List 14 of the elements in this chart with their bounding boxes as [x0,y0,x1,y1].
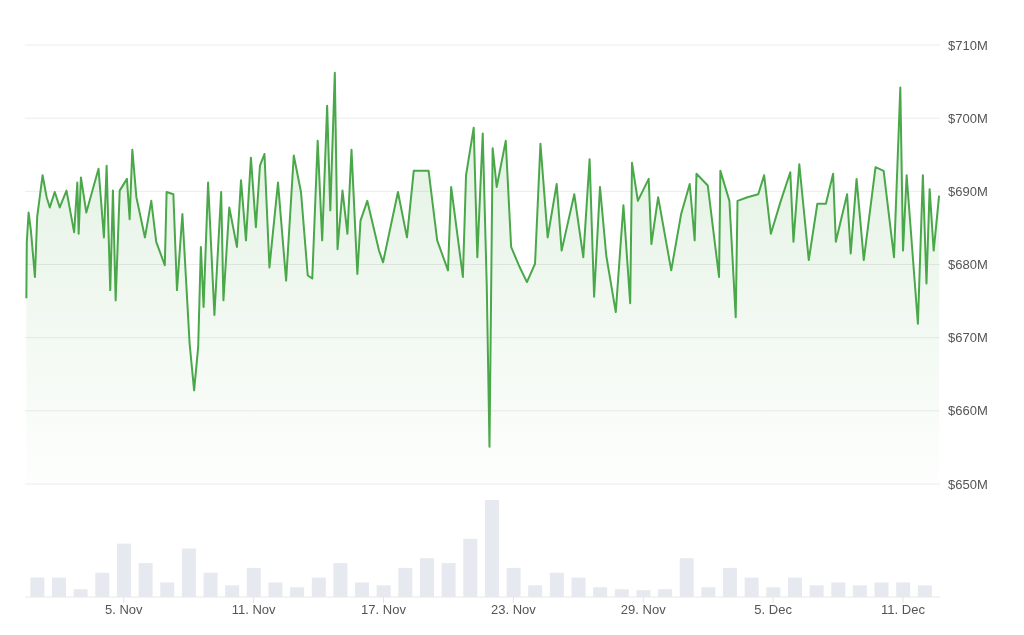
x-tick-label: 5. Nov [104,602,144,618]
x-tick-label: 29. Nov [620,602,667,618]
y-tick-label: $700M [948,110,988,126]
y-tick-label: $650M [948,476,988,492]
x-tick-label: 17. Nov [361,602,407,618]
y-tick-label: $680M [948,257,988,273]
y-tick-label: $670M [948,330,988,346]
y-tick-label: $690M [948,183,988,199]
x-tick-label: 11. Nov [231,602,277,618]
y-tick-label: $710M [948,37,988,53]
x-tick-label: 23. Nov [490,602,537,618]
x-tick-label: 5. Dec [754,602,793,618]
x-tick-label: 11. Dec [881,602,926,618]
y-tick-label: $660M [948,403,988,419]
